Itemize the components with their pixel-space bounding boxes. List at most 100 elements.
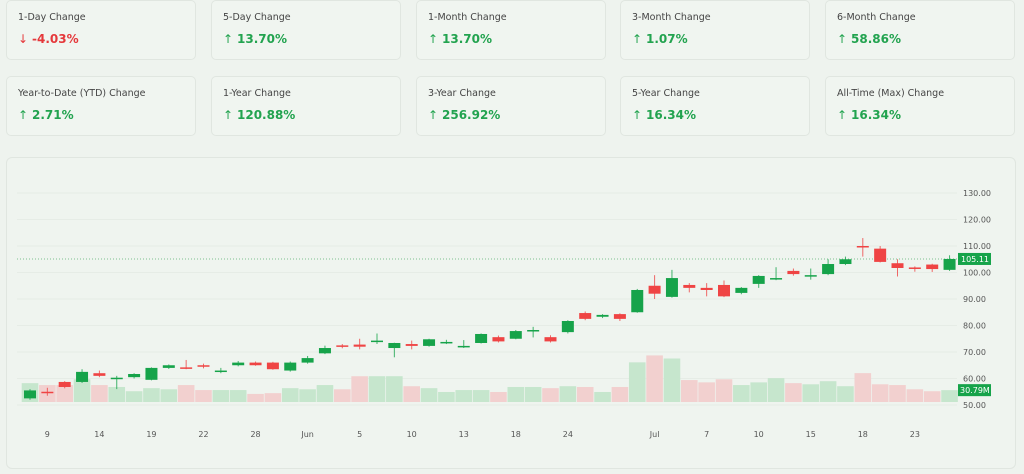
volume-bar bbox=[438, 391, 455, 402]
change-card: 1-Day Change ↓ -4.03% bbox=[6, 0, 196, 60]
change-card-label: Year-to-Date (YTD) Change bbox=[18, 88, 146, 99]
candle-body bbox=[665, 278, 678, 297]
candle-body bbox=[76, 371, 89, 382]
change-card-value: ↑ 256.92% bbox=[428, 108, 500, 122]
volume-bar bbox=[663, 358, 681, 402]
change-value-text: 58.86% bbox=[851, 32, 901, 46]
arrow-up-icon: ↑ bbox=[632, 108, 643, 122]
change-card: All-Time (Max) Change ↑ 16.34% bbox=[825, 76, 1015, 136]
change-card-label: 1-Day Change bbox=[18, 12, 86, 23]
volume-bar bbox=[923, 391, 941, 402]
volume-bar bbox=[351, 376, 368, 402]
change-card: 5-Year Change ↑ 16.34% bbox=[620, 76, 810, 136]
candle-body bbox=[648, 285, 661, 294]
price-tick-label: 70.00 bbox=[963, 348, 986, 357]
x-tick-label: 23 bbox=[910, 430, 920, 439]
candle-body bbox=[388, 342, 401, 349]
volume-bar bbox=[420, 388, 438, 402]
price-tick-label: 100.00 bbox=[963, 269, 991, 278]
change-value-text: 120.88% bbox=[237, 108, 296, 122]
arrow-up-icon: ↑ bbox=[223, 32, 234, 46]
candle-body bbox=[752, 275, 765, 284]
candle-body bbox=[145, 367, 158, 380]
change-card-value: ↑ 16.34% bbox=[837, 108, 901, 122]
volume-bar bbox=[871, 384, 889, 402]
arrow-up-icon: ↑ bbox=[428, 32, 439, 46]
change-value-text: 2.71% bbox=[32, 108, 74, 122]
volume-bar bbox=[906, 389, 924, 402]
candle-body bbox=[232, 362, 245, 366]
candlestick-chart[interactable]: 130.00 120.00 110.00 100.00 90.00 80.00 70.00 6… bbox=[7, 158, 1015, 468]
last-volume-badge bbox=[958, 384, 991, 397]
candle-body bbox=[509, 331, 522, 339]
candle-body bbox=[700, 287, 713, 290]
volume-bar bbox=[472, 390, 490, 402]
volume-bar bbox=[143, 388, 160, 402]
volume-bar bbox=[177, 385, 195, 402]
volume-bar bbox=[56, 385, 73, 402]
change-value-text: -4.03% bbox=[32, 32, 79, 46]
candle-body bbox=[301, 358, 314, 363]
volume-bar bbox=[524, 386, 542, 402]
volume-bar bbox=[819, 381, 837, 402]
change-card-value: ↑ 1.07% bbox=[632, 32, 688, 46]
x-tick-label: 28 bbox=[250, 430, 260, 439]
candle-body bbox=[787, 270, 800, 275]
x-tick-label: Jun bbox=[300, 430, 314, 439]
candle-body bbox=[804, 275, 817, 277]
change-card: 3-Month Change ↑ 1.07% bbox=[620, 0, 810, 60]
change-card: 1-Year Change ↑ 120.88% bbox=[211, 76, 401, 136]
candle-body bbox=[353, 344, 366, 347]
volume-bar bbox=[715, 379, 733, 402]
candle-body bbox=[475, 333, 488, 343]
price-chart-panel[interactable]: 130.00 120.00 110.00 100.00 90.00 80.00 70.00 6… bbox=[6, 157, 1016, 469]
change-card-label: 3-Year Change bbox=[428, 88, 496, 99]
candle-body bbox=[839, 259, 852, 265]
candle-body bbox=[249, 362, 262, 366]
arrow-up-icon: ↑ bbox=[18, 108, 29, 122]
x-tick-label: 24 bbox=[563, 430, 573, 439]
volume-bar bbox=[455, 390, 473, 402]
volume-bar bbox=[785, 383, 802, 402]
change-card-label: 1-Month Change bbox=[428, 12, 507, 23]
volume-bar bbox=[681, 380, 698, 402]
change-card: 3-Year Change ↑ 256.92% bbox=[416, 76, 606, 136]
x-tick-label: 9 bbox=[45, 430, 50, 439]
candle-body bbox=[318, 348, 331, 354]
price-tick-label: 120.00 bbox=[963, 216, 991, 225]
change-card-value: ↑ 16.34% bbox=[632, 108, 696, 122]
volume-bar bbox=[281, 388, 299, 402]
candle-body bbox=[214, 370, 227, 373]
volume-bar bbox=[125, 391, 143, 402]
volume-bar bbox=[542, 388, 559, 402]
candle-body bbox=[718, 284, 730, 297]
x-tick-label: 5 bbox=[357, 430, 362, 439]
candle-body bbox=[891, 263, 904, 268]
change-card-label: 5-Year Change bbox=[632, 88, 700, 99]
volume-bar bbox=[733, 385, 750, 402]
candle-body bbox=[197, 365, 210, 367]
candle-body bbox=[405, 344, 418, 346]
candle-body bbox=[128, 373, 141, 378]
volume-bar bbox=[628, 362, 646, 402]
volume-bar bbox=[229, 390, 247, 402]
candle-body bbox=[527, 330, 540, 332]
x-tick-label: 18 bbox=[511, 430, 521, 439]
change-card-value: ↑ 2.71% bbox=[18, 108, 74, 122]
candle-body bbox=[180, 367, 193, 369]
x-tick-label: 7 bbox=[704, 430, 709, 439]
volume-bar bbox=[802, 384, 820, 402]
candle-body bbox=[492, 337, 505, 342]
price-tick-label: 60.00 bbox=[963, 375, 986, 384]
arrow-up-icon: ↑ bbox=[837, 108, 848, 122]
volume-bar bbox=[576, 386, 594, 402]
price-tick-label: 90.00 bbox=[963, 295, 986, 304]
candle-body bbox=[683, 284, 696, 288]
volume-bar bbox=[108, 386, 126, 402]
x-tick-label: 18 bbox=[858, 430, 868, 439]
last-price-badge bbox=[958, 252, 991, 265]
change-value-text: 16.34% bbox=[851, 108, 901, 122]
volume-bar bbox=[941, 390, 958, 402]
volume-bar bbox=[386, 376, 403, 402]
change-value-text: 13.70% bbox=[442, 32, 492, 46]
